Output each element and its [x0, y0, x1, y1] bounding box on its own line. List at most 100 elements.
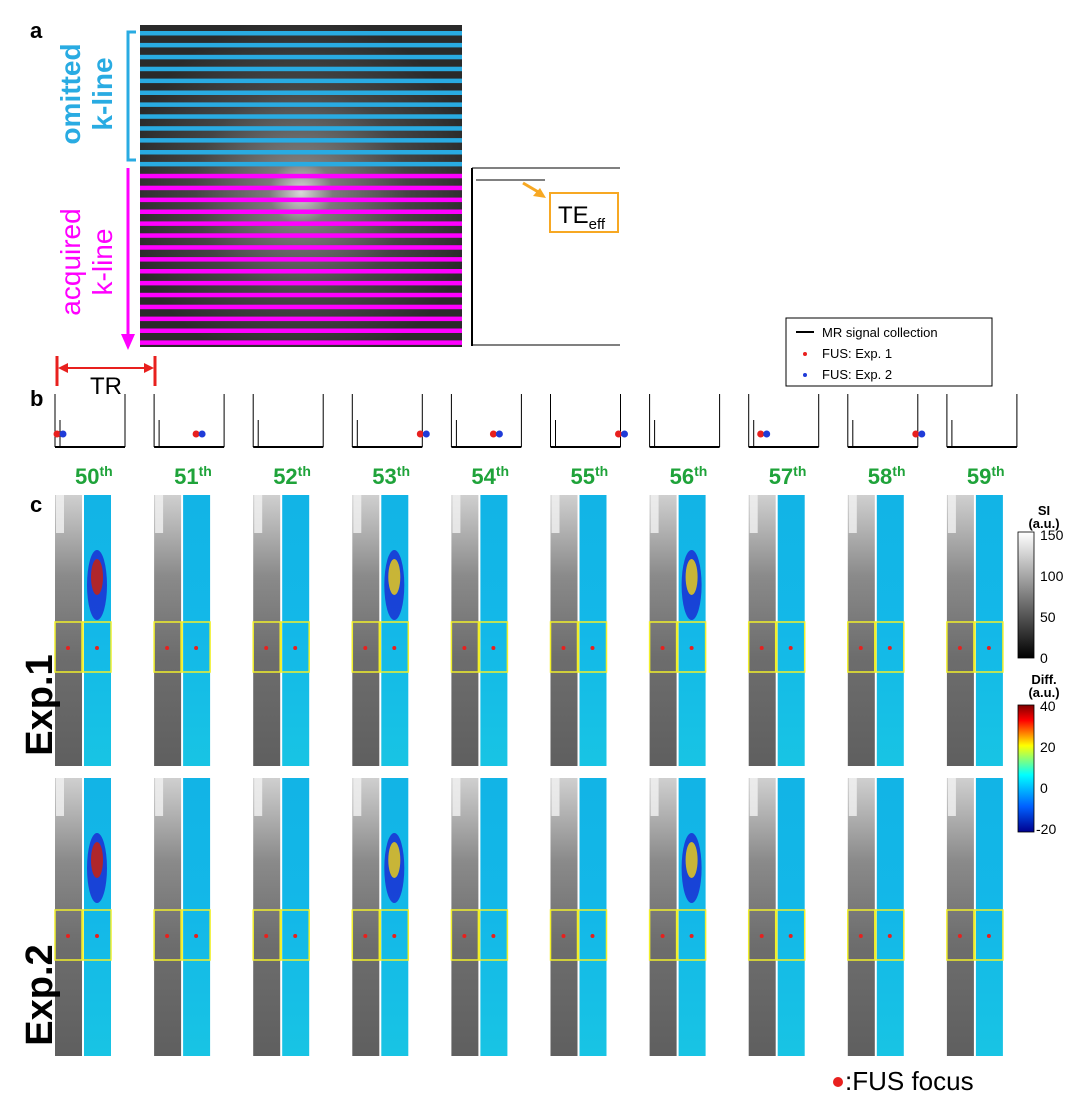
panel-label-a: a: [30, 18, 43, 43]
legend-item-mr: MR signal collection: [822, 325, 938, 340]
image-pair: [450, 495, 509, 766]
panel-label-c: c: [30, 492, 42, 517]
k-line: [140, 340, 462, 345]
fus-focus-marker: [462, 646, 467, 650]
timing-frame: [748, 394, 820, 448]
fus-focus-marker: [165, 934, 170, 938]
fus-dot-exp1: [192, 430, 200, 438]
fus-dot-exp2: [59, 430, 67, 438]
k-line: [140, 304, 462, 310]
image-pair: [946, 495, 1004, 766]
fus-focus-marker: [957, 934, 962, 938]
diff-tick-40: 40: [1040, 698, 1056, 714]
fus-focus-marker: [660, 934, 665, 938]
fus-dot-exp1: [416, 430, 424, 438]
k-line: [140, 173, 462, 179]
image-pair: [549, 495, 608, 766]
column-label: 58th: [868, 463, 906, 489]
diff-tick-0: 0: [1040, 780, 1048, 796]
image-pair: [847, 778, 905, 1056]
fus-dot-exp2: [422, 430, 430, 438]
k-line: [140, 66, 462, 72]
column-label: 56th: [670, 463, 708, 489]
omitted-bracket: [126, 30, 136, 162]
k-line: [140, 138, 462, 143]
k-line: [140, 209, 462, 214]
timing-frame: [946, 394, 1018, 448]
column-label: 50th: [75, 463, 113, 489]
acquired-label-line1: acquired: [55, 208, 86, 315]
fus-dot-exp1: [53, 430, 61, 438]
k-line: [140, 221, 462, 226]
acquired-arrow: [121, 168, 135, 350]
si-tick-50: 50: [1040, 609, 1056, 625]
fus-focus-marker: [165, 646, 170, 650]
fus-dot-exp1: [615, 430, 622, 438]
fus-focus-marker: [689, 934, 694, 938]
k-line: [140, 54, 462, 60]
si-colorbar: [1017, 531, 1035, 659]
k-line: [140, 126, 462, 131]
fus-focus-label: :FUS focus: [845, 1066, 974, 1096]
timing-frame: [153, 394, 225, 448]
fus-focus-marker: [858, 646, 863, 650]
column-label: 55th: [571, 463, 609, 489]
k-line: [140, 197, 462, 203]
timing-frame: [847, 394, 926, 448]
fus-focus-marker: [660, 646, 665, 650]
fus-focus-marker: [293, 646, 298, 650]
fus-focus-marker: [66, 646, 70, 650]
legend: [785, 317, 993, 387]
fus-focus-marker: [986, 934, 991, 938]
image-pair: [351, 495, 410, 766]
timing-frame: [351, 394, 430, 448]
omitted-label-line1: omitted: [55, 43, 86, 144]
row-label-exp2: Exp.2: [19, 944, 61, 1045]
k-line: [140, 42, 462, 48]
diff-colorbar-title2: (a.u.): [1028, 685, 1059, 700]
fus-focus-marker: [788, 646, 793, 650]
k-line: [140, 257, 462, 262]
fus-focus-marker: [363, 646, 368, 650]
timing-frame: [252, 394, 324, 448]
k-line: [140, 245, 462, 250]
fus-focus-marker: [95, 934, 99, 938]
image-pair: [252, 778, 310, 1056]
diff-tick-20: 20: [1040, 739, 1056, 755]
fus-focus-marker: [95, 646, 99, 650]
fus-focus-marker: [689, 646, 694, 650]
image-pair: [549, 778, 608, 1056]
tr-label: TR: [90, 373, 122, 400]
si-colorbar-title2: (a.u.): [1028, 516, 1059, 531]
image-pair: [54, 495, 112, 766]
fus-focus-marker: [887, 646, 892, 650]
legend-item-exp1: FUS: Exp. 1: [822, 346, 892, 361]
column-label: 52th: [273, 463, 311, 489]
k-line: [140, 328, 462, 333]
fus-focus-marker: [887, 934, 892, 938]
image-pair: [747, 495, 806, 766]
si-tick-0: 0: [1040, 650, 1048, 666]
k-line: [140, 114, 462, 119]
image-pair: [351, 778, 410, 1056]
fus-focus-marker: [66, 934, 70, 938]
fus-focus-marker: [363, 934, 368, 938]
image-pair: [54, 778, 112, 1056]
timing-frame: [450, 394, 522, 448]
legend-item-exp2: FUS: Exp. 2: [822, 367, 892, 382]
fus-focus-marker: [858, 934, 863, 938]
image-pair: [252, 495, 310, 766]
diff-colorbar: [1017, 704, 1035, 833]
image-pair: [450, 778, 509, 1056]
k-line: [140, 269, 462, 274]
image-pair: [847, 495, 905, 766]
fus-focus-marker: [491, 646, 496, 650]
column-labels: 50th 51th 52th 53th 54th 55th 56th 57th 58th 59th: [75, 463, 1005, 489]
fus-dot-exp2: [198, 430, 206, 438]
k-line: [140, 185, 462, 191]
fus-focus-marker: [462, 934, 467, 938]
te-signal-diagram: [471, 167, 620, 346]
k-line: [140, 316, 462, 322]
k-line: [140, 31, 462, 36]
image-pair: [153, 495, 211, 766]
